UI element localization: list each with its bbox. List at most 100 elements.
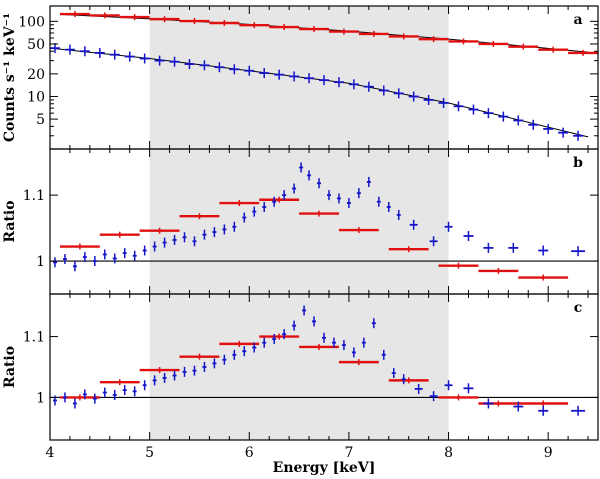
data-point-blue-c: [538, 405, 549, 416]
data-point-blue-b: [102, 249, 107, 260]
data-point-blue-b: [162, 237, 167, 248]
data-point-red-c: [438, 394, 479, 401]
series-blue-panel-c: [52, 305, 586, 416]
data-point-red-c: [179, 353, 220, 360]
data-point-blue-b: [92, 256, 97, 267]
data-point-blue-b: [386, 202, 391, 212]
data-point-blue-a: [378, 85, 389, 96]
data-point-blue-b: [112, 253, 117, 264]
data-point-red-b: [438, 262, 479, 269]
data-point-blue-a: [184, 59, 195, 70]
data-point-blue-b: [282, 190, 287, 201]
data-point-blue-c: [429, 391, 438, 402]
data-point-blue-a: [214, 62, 225, 73]
data-point-red-a: [89, 12, 120, 19]
data-point-blue-c: [202, 362, 207, 372]
data-point-blue-b: [52, 257, 57, 268]
series-blue-panel-a: [50, 43, 584, 141]
data-point-blue-c: [371, 318, 376, 329]
data-point-blue-b: [571, 246, 586, 257]
x-tick-label: 5: [145, 445, 154, 461]
data-point-red-b: [388, 246, 429, 253]
data-point-blue-b: [444, 221, 453, 232]
data-point-blue-b: [336, 193, 341, 204]
data-point-blue-c: [282, 329, 287, 340]
data-point-blue-c: [102, 387, 107, 398]
data-point-blue-b: [292, 183, 297, 194]
data-point-blue-b: [326, 190, 331, 201]
y-tick-label-a: 50: [27, 37, 45, 53]
data-point-blue-c: [391, 368, 396, 379]
data-point-red-a: [209, 20, 240, 27]
data-point-blue-b: [132, 250, 137, 261]
data-point-blue-c: [82, 389, 87, 400]
data-point-blue-a: [139, 53, 150, 64]
x-tick-label: 8: [444, 445, 453, 461]
data-point-red-a: [179, 18, 210, 25]
data-point-blue-b: [483, 242, 494, 253]
data-point-blue-c: [182, 366, 187, 377]
data-point-blue-c: [262, 337, 267, 348]
data-point-red-c: [388, 377, 429, 384]
data-point-red-c: [99, 379, 140, 386]
x-axis-label: Energy [keV]: [273, 460, 376, 476]
data-point-blue-a: [319, 75, 329, 86]
data-point-red-a: [149, 16, 180, 23]
data-point-blue-b: [356, 188, 361, 199]
data-point-blue-a: [274, 69, 285, 80]
data-point-blue-a: [79, 46, 90, 57]
data-point-blue-a: [199, 60, 210, 71]
data-point-blue-c: [222, 354, 227, 365]
data-point-red-c: [219, 340, 260, 347]
data-point-red-b: [219, 200, 260, 207]
data-point-blue-a: [408, 91, 419, 102]
data-point-blue-b: [62, 254, 67, 265]
data-point-blue-a: [558, 127, 569, 138]
data-point-blue-c: [341, 340, 346, 351]
data-point-blue-b: [429, 236, 438, 247]
panel-label-b: b: [573, 155, 583, 171]
y-tick-label-b: 1.1: [23, 188, 45, 204]
data-point-blue-c: [331, 337, 336, 348]
data-point-blue-a: [109, 49, 120, 60]
x-tick-label: 4: [46, 445, 55, 461]
data-point-blue-a: [304, 73, 315, 84]
data-point-blue-a: [124, 51, 135, 62]
data-point-red-a: [358, 30, 389, 37]
y-tick-label-c: 1.1: [23, 330, 45, 346]
data-point-blue-a: [229, 64, 240, 75]
data-point-blue-c: [142, 380, 147, 391]
data-point-blue-b: [202, 229, 207, 240]
data-point-blue-a: [543, 123, 554, 134]
data-point-blue-c: [444, 380, 453, 391]
data-point-blue-c: [401, 374, 406, 385]
y-tick-label-a: 5: [36, 112, 45, 128]
shaded-band-b: [149, 149, 449, 294]
data-point-red-c: [259, 333, 300, 340]
data-point-blue-a: [573, 130, 584, 141]
data-point-blue-b: [222, 224, 227, 235]
data-point-blue-b: [82, 252, 87, 263]
panel-label-c: c: [574, 300, 583, 316]
data-point-blue-c: [112, 389, 117, 400]
data-point-blue-a: [169, 56, 180, 67]
data-point-blue-a: [154, 55, 165, 66]
data-point-blue-c: [212, 358, 217, 369]
data-point-red-c: [518, 400, 569, 407]
data-point-red-a: [269, 24, 300, 31]
series-blue-panel-b: [52, 162, 586, 272]
data-point-red-a: [478, 40, 509, 47]
data-point-blue-a: [423, 94, 434, 105]
data-point-blue-b: [142, 245, 147, 256]
x-tick-label: 6: [245, 445, 254, 461]
data-point-blue-c: [62, 392, 67, 403]
data-point-blue-c: [513, 401, 524, 412]
data-point-red-a: [59, 11, 90, 18]
data-point-blue-a: [333, 77, 344, 88]
data-point-blue-a: [453, 101, 464, 112]
data-point-blue-b: [252, 206, 257, 217]
data-point-blue-b: [72, 261, 77, 272]
data-point-blue-b: [272, 196, 277, 207]
data-point-blue-a: [289, 71, 300, 82]
